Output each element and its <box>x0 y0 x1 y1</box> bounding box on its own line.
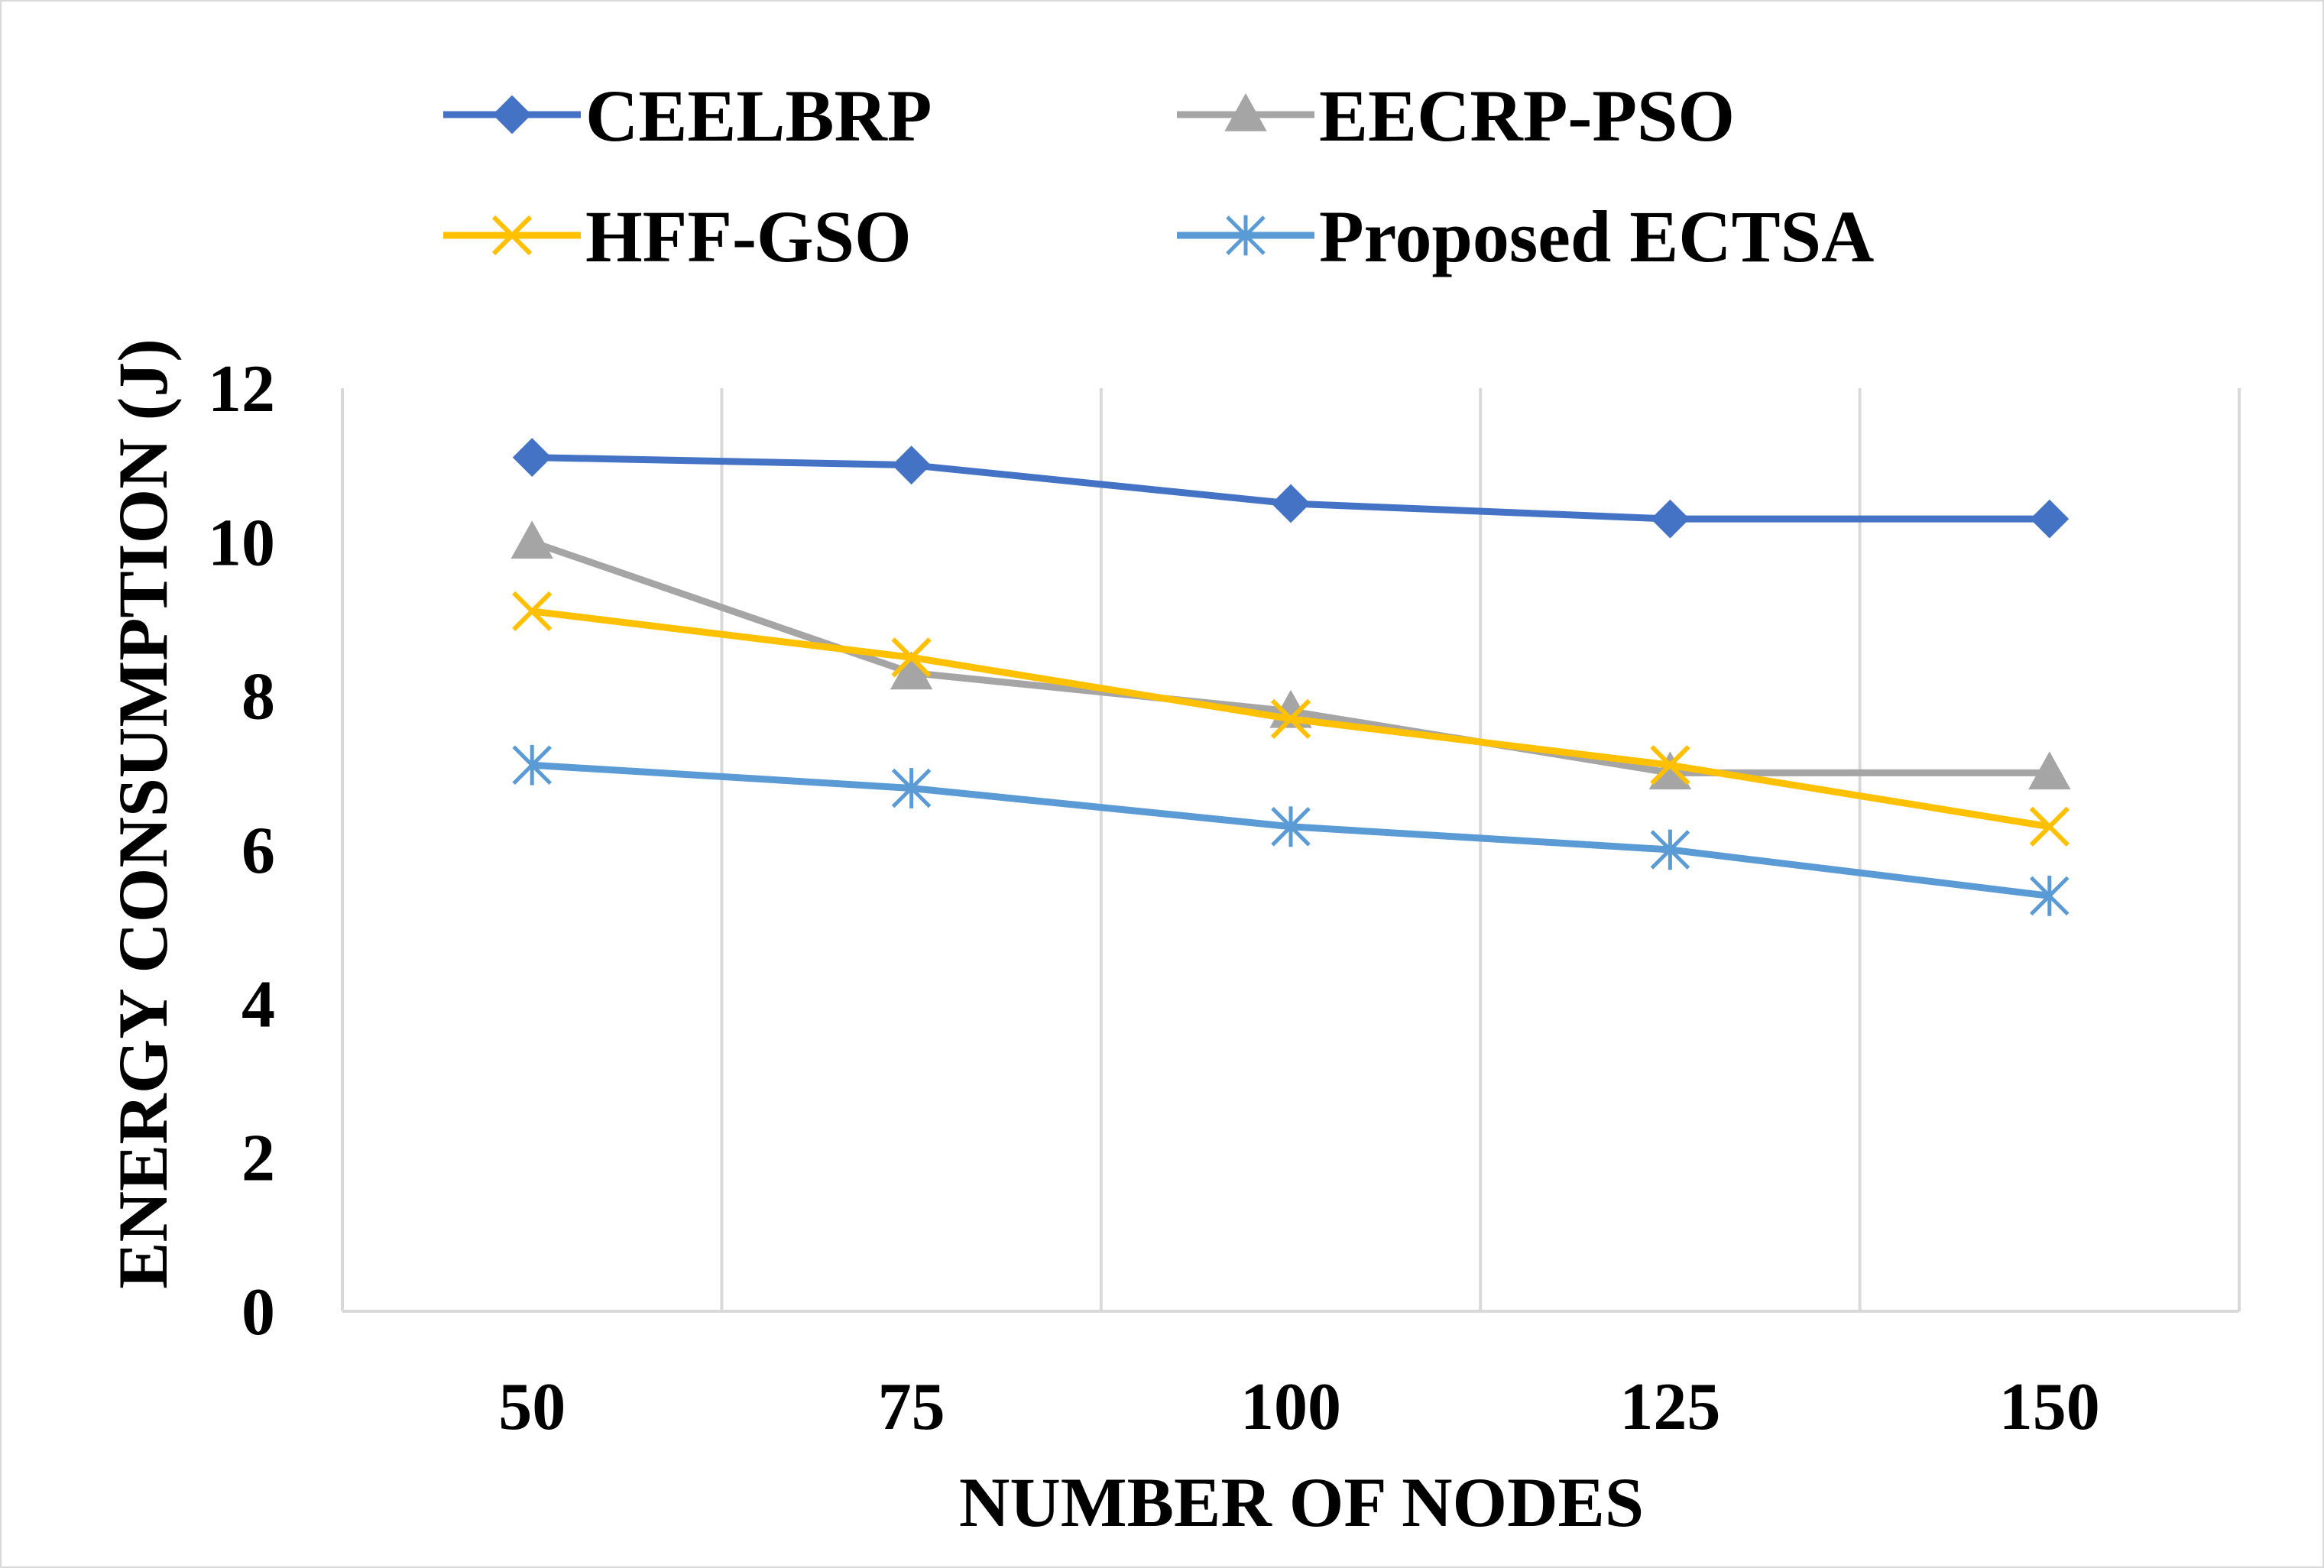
legend-marker <box>491 215 533 256</box>
legend-label: HFF-GSO <box>585 196 912 277</box>
x-tick-label: 150 <box>1999 1370 2100 1444</box>
data-point <box>1650 745 1690 786</box>
y-tick-label: 4 <box>241 967 275 1042</box>
series-line <box>530 539 2050 776</box>
y-tick-label: 6 <box>241 814 275 888</box>
y-tick-labels: 0 2 4 6 8 10 12 <box>208 352 275 1349</box>
data-point <box>890 651 933 690</box>
legend: CEELBRP EECRP-PSO HFF-GSO Proposed ECTSA <box>443 75 1874 277</box>
legend-marker <box>1224 92 1267 131</box>
x-tick-label: 75 <box>878 1370 945 1444</box>
data-point <box>2030 499 2070 539</box>
legend-item: EECRP-PSO <box>1177 75 1735 157</box>
data-point <box>891 768 932 808</box>
x-tick-label: 125 <box>1619 1370 1720 1444</box>
data-point <box>512 438 552 478</box>
gridlines <box>341 388 2241 1311</box>
y-tick-label: 0 <box>241 1275 275 1349</box>
series-eecrp-pso <box>511 520 2071 790</box>
data-point <box>892 445 932 485</box>
data-point <box>1650 499 1690 539</box>
x-axis-title: NUMBER OF NODES <box>959 1463 1644 1541</box>
data-point <box>2030 876 2070 916</box>
data-point <box>512 591 553 632</box>
series-group <box>511 438 2071 916</box>
data-point <box>512 744 552 786</box>
data-point <box>1648 751 1692 790</box>
series-ceelbrp <box>512 438 2070 539</box>
y-tick-label: 12 <box>208 352 275 426</box>
data-point <box>2029 806 2070 847</box>
x-tick-label: 50 <box>498 1370 566 1444</box>
series-proposed-ectsa <box>512 744 2070 916</box>
data-point <box>891 637 932 678</box>
legend-marker <box>1226 215 1266 256</box>
y-tick-label: 8 <box>241 660 275 734</box>
y-tick-label: 2 <box>241 1122 275 1196</box>
x-tick-label: 100 <box>1240 1370 1341 1444</box>
data-point <box>511 520 553 559</box>
y-tick-label: 10 <box>208 506 275 580</box>
data-point <box>1270 698 1311 739</box>
series-hff-gso <box>512 591 2070 847</box>
legend-marker <box>492 95 532 134</box>
legend-label: Proposed ECTSA <box>1319 196 1874 277</box>
data-point <box>1271 484 1311 523</box>
data-point <box>1271 806 1311 847</box>
legend-item: HFF-GSO <box>443 196 912 277</box>
x-tick-labels: 50 75 100 125 150 <box>498 1370 2100 1444</box>
legend-item: Proposed ECTSA <box>1177 196 1874 277</box>
data-point <box>2028 751 2071 790</box>
legend-item: CEELBRP <box>443 75 932 157</box>
legend-label: EECRP-PSO <box>1319 75 1735 157</box>
legend-label: CEELBRP <box>585 75 932 157</box>
y-axis-title: ENERGY CONSUMPTION (J) <box>104 339 182 1289</box>
data-point <box>1650 829 1690 870</box>
